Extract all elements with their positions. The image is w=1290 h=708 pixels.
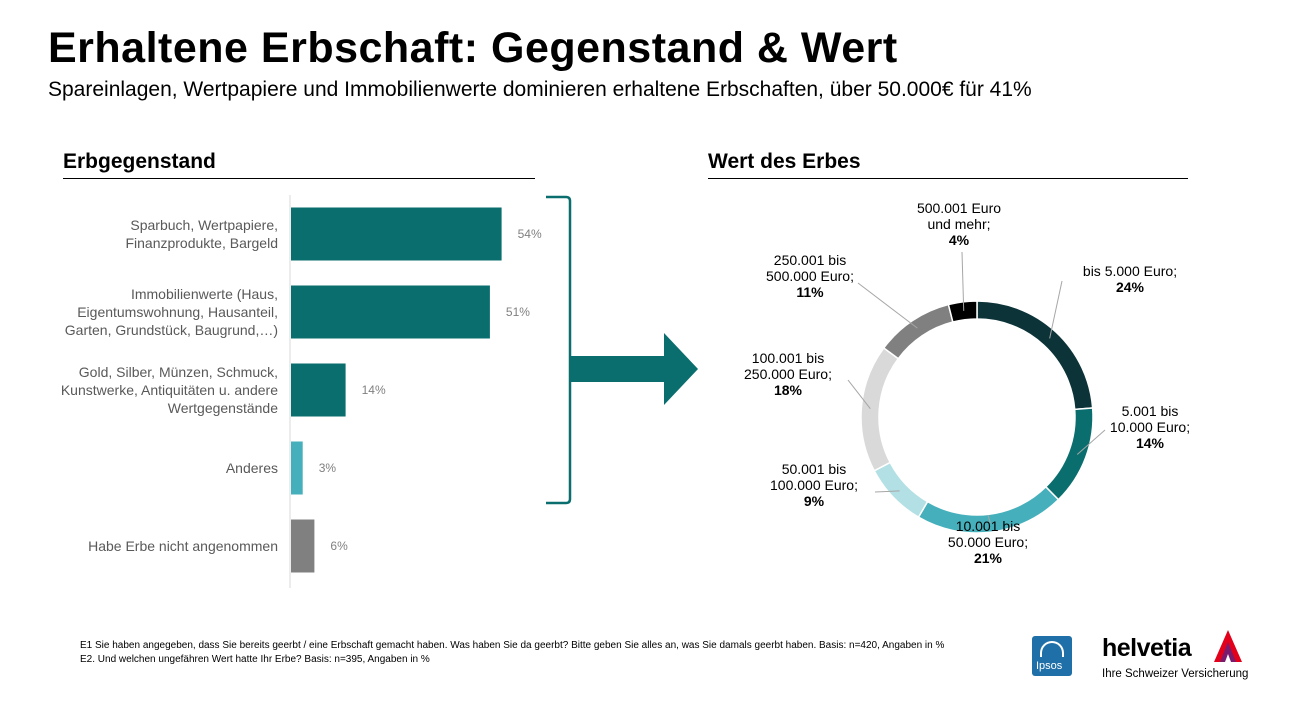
helvetia-logo-icon xyxy=(1214,630,1242,662)
bar-chart-title: Erbgegenstand xyxy=(63,150,535,179)
page-subtitle: Spareinlagen, Wertpapiere und Immobilien… xyxy=(48,78,1032,101)
donut-label-6-1: und mehr; xyxy=(927,216,990,232)
footnote-e1: E1 Sie haben angegeben, dass Sie bereits… xyxy=(80,640,945,651)
bar-chart: 54% Sparbuch, Wertpapiere, Finanzprodukte,… xyxy=(61,195,542,588)
donut-leader-line-1 xyxy=(1076,429,1106,455)
bar-category-label-2-2: Wertgegenstände xyxy=(168,400,278,416)
donut-slice-3 xyxy=(873,461,929,519)
donut-label-1-1: 10.000 Euro; xyxy=(1110,419,1190,435)
donut-leader-line-6 xyxy=(961,251,965,311)
bar-category-label-0-1: Finanzprodukte, Bargeld xyxy=(125,235,278,251)
ipsos-logo-mark xyxy=(1040,641,1064,657)
bar-value-label-1: 51% xyxy=(506,305,530,319)
bar-category-label-1-2: Garten, Grundstück, Baugrund,…) xyxy=(65,322,278,338)
donut-slice-1 xyxy=(1044,407,1094,501)
bar-3 xyxy=(291,441,303,495)
donut-label-4-1: 250.000 Euro; xyxy=(744,366,832,382)
bar-category-label-2-0: Gold, Silber, Münzen, Schmuck, xyxy=(79,364,278,380)
bar-1 xyxy=(291,285,490,339)
donut-label-2-1: 50.000 Euro; xyxy=(948,534,1028,550)
bracket xyxy=(546,195,572,505)
donut-chart-title: Wert des Erbes xyxy=(708,150,1188,179)
ipsos-logo-text: Ipsos xyxy=(1036,660,1063,672)
bar-value-label-2: 14% xyxy=(362,383,386,397)
donut-pct-label-6: 4% xyxy=(949,232,970,248)
donut-label-5-1: 500.000 Euro; xyxy=(766,268,854,284)
bar-2 xyxy=(291,363,346,417)
donut-leader-line-0 xyxy=(1049,280,1063,339)
donut-label-5-0: 250.001 bis xyxy=(774,252,846,268)
bar-category-label-1-0: Immobilienwerte (Haus, xyxy=(131,286,278,302)
bar-0 xyxy=(291,207,502,261)
bar-category-label-2-1: Kunstwerke, Antiquitäten u. andere xyxy=(61,382,278,398)
donut-slice-0 xyxy=(976,300,1094,411)
donut-pct-label-2: 21% xyxy=(974,550,1003,566)
donut-label-3-0: 50.001 bis xyxy=(782,461,847,477)
donut-pct-label-4: 18% xyxy=(774,382,803,398)
helvetia-slogan: Ihre Schweizer Versicherung xyxy=(1102,668,1249,680)
donut-pct-label-1: 14% xyxy=(1136,435,1165,451)
right-arrow-icon xyxy=(570,333,698,405)
donut-leader-line-5 xyxy=(857,282,918,329)
donut-slice-5 xyxy=(882,303,954,360)
donut-label-6-0: 500.001 Euro xyxy=(917,200,1001,216)
page-title: Erhaltene Erbschaft: Gegenstand & Wert xyxy=(48,24,898,72)
bar-category-label-4-0: Habe Erbe nicht angenommen xyxy=(88,538,278,554)
donut-leader-line-2 xyxy=(987,514,991,524)
donut-pct-label-3: 9% xyxy=(804,493,825,509)
bar-category-label-1-1: Eigentumswohnung, Hausanteil, xyxy=(77,304,278,320)
donut-label-2-0: 10.001 bis xyxy=(956,518,1021,534)
donut-leader-line-3 xyxy=(874,490,900,493)
donut-pct-label-0: 24% xyxy=(1116,279,1145,295)
donut-pct-label-5: 11% xyxy=(796,284,824,300)
donut-label-3-1: 100.000 Euro; xyxy=(770,477,858,493)
donut-leader-line-4 xyxy=(847,379,871,409)
donut-label-0-0: bis 5.000 Euro; xyxy=(1083,263,1177,279)
footnote-e2: E2. Und welchen ungefähren Wert hatte Ih… xyxy=(80,654,430,665)
donut-label-1-0: 5.001 bis xyxy=(1122,403,1179,419)
donut-label-4-0: 100.001 bis xyxy=(752,350,824,366)
donut-slice-6 xyxy=(947,300,978,323)
bar-value-label-4: 6% xyxy=(330,539,348,553)
bar-category-label-0-0: Sparbuch, Wertpapiere, xyxy=(130,217,278,233)
bar-value-label-3: 3% xyxy=(319,461,337,475)
helvetia-logo-text: helvetia xyxy=(1102,634,1192,662)
bar-value-label-0: 54% xyxy=(518,227,542,241)
donut-slice-4 xyxy=(860,346,900,472)
bar-4 xyxy=(291,519,315,573)
bar-category-label-3-0: Anderes xyxy=(226,460,278,476)
